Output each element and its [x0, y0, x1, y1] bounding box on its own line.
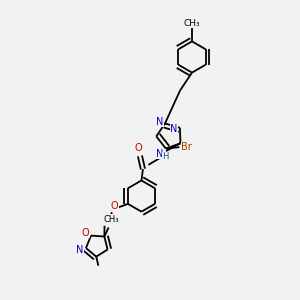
Text: N: N [76, 244, 84, 254]
Text: CH₃: CH₃ [104, 214, 119, 224]
Text: N: N [170, 124, 178, 134]
Text: H: H [163, 152, 169, 161]
Text: Br: Br [182, 142, 192, 152]
Text: CH₃: CH₃ [184, 19, 200, 28]
Text: N: N [156, 117, 163, 127]
Text: N: N [156, 149, 163, 159]
Text: O: O [135, 143, 142, 153]
Text: O: O [111, 201, 118, 211]
Text: O: O [82, 228, 89, 238]
